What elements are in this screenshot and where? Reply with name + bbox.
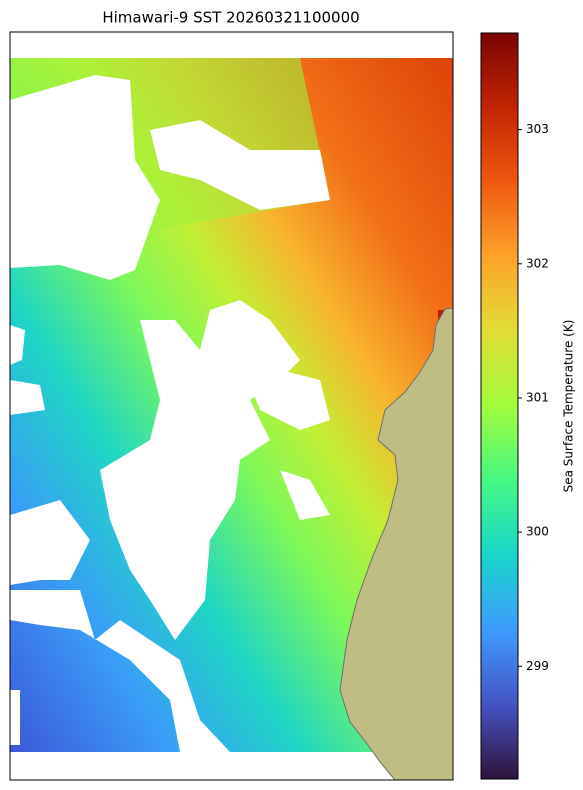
tick-label: 300 (526, 525, 549, 539)
tick-label: 302 (526, 256, 549, 270)
colorbar-label: Sea Surface Temperature (K) (562, 320, 576, 493)
map-frame (9, 31, 454, 781)
cloud-mask (10, 75, 330, 752)
tick-label: 303 (526, 122, 549, 136)
tick-label: 299 (526, 659, 549, 673)
chart-title: Himawari-9 SST 20260321100000 (102, 9, 359, 27)
tick-label: 301 (526, 390, 549, 404)
no-data (10, 32, 453, 58)
land (339, 307, 454, 781)
colorbar: Sea Surface Temperature (K) 299 300 301 302… (480, 32, 576, 780)
map (9, 31, 454, 781)
colorbar-scale (480, 32, 519, 780)
